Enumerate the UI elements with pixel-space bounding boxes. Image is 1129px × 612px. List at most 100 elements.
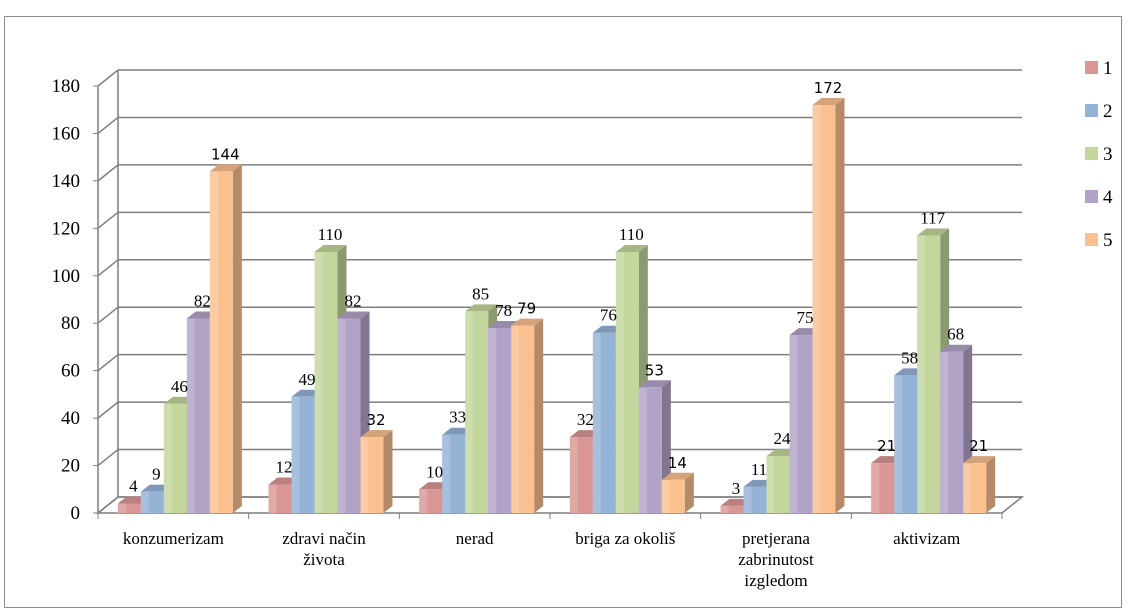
data-label: 46 — [171, 377, 188, 396]
bar-top — [661, 472, 694, 480]
x-category-label: nerad — [456, 529, 494, 548]
bar-top — [963, 456, 996, 464]
bar-front — [638, 387, 662, 513]
data-label: 21 — [969, 437, 988, 455]
bar-front — [488, 327, 512, 513]
bar-top — [360, 430, 393, 438]
bar-highlight — [209, 171, 218, 513]
bar-front — [360, 437, 384, 513]
legend: 1 2 3 4 5 — [1085, 58, 1113, 251]
data-label: 14 — [668, 454, 687, 472]
bar-front — [871, 463, 895, 513]
data-label: 172 — [814, 79, 843, 97]
data-label: 78 — [495, 301, 512, 320]
legend-swatch — [1085, 61, 1098, 74]
bar-side — [232, 164, 242, 513]
bar — [360, 430, 393, 513]
bar-side — [684, 472, 694, 513]
bar-front — [592, 332, 616, 513]
bar — [511, 318, 544, 513]
legend-label: 2 — [1103, 101, 1113, 122]
bar-highlight — [894, 375, 903, 513]
x-category-label: konzumerizam — [123, 529, 224, 548]
bar-front — [940, 351, 964, 513]
bar-top — [917, 228, 950, 236]
y-tick-label: 80 — [61, 313, 80, 334]
legend-label: 5 — [1103, 230, 1113, 251]
y-tick-label: 20 — [61, 456, 80, 477]
bars — [117, 97, 996, 514]
bar-front — [442, 434, 466, 513]
bar-front — [163, 403, 187, 513]
bar-highlight — [268, 484, 277, 513]
bar-highlight — [186, 318, 195, 513]
data-label: 3 — [732, 479, 741, 498]
gridline-side — [97, 211, 119, 229]
bar-highlight — [465, 311, 474, 513]
bar-highlight — [337, 318, 346, 513]
bar-highlight — [720, 505, 729, 513]
bar-top — [511, 318, 544, 326]
data-label: 32 — [577, 410, 594, 429]
bar-front — [917, 235, 941, 513]
x-category-label: pretjerana — [742, 529, 810, 548]
legend-swatch — [1085, 233, 1098, 246]
gridline-side — [97, 448, 119, 467]
bar-front — [209, 171, 233, 513]
gridline-side — [97, 306, 119, 324]
bar-side — [986, 456, 996, 513]
bar-front — [337, 318, 361, 513]
bar-highlight — [511, 325, 520, 513]
bar-highlight — [812, 104, 821, 513]
bar — [661, 472, 694, 513]
data-label: 110 — [619, 225, 644, 244]
gridline-side — [97, 259, 119, 277]
bar-front — [894, 375, 918, 513]
data-label: 79 — [517, 300, 536, 318]
x-category-label: izgledom — [744, 571, 807, 590]
bar-front — [963, 463, 987, 513]
bar-highlight — [766, 456, 775, 513]
x-category-label: života — [303, 550, 345, 569]
data-label: 4 — [129, 477, 138, 496]
data-label: 82 — [345, 291, 362, 310]
x-category-label: zdravi način — [282, 529, 366, 548]
bar-highlight — [743, 486, 752, 513]
y-tick-label: 160 — [52, 123, 81, 144]
bar-top — [812, 97, 845, 105]
data-label: 53 — [645, 361, 664, 379]
legend-label: 3 — [1103, 144, 1113, 165]
bar-top — [615, 245, 648, 253]
data-label: 144 — [211, 145, 240, 163]
data-label: 82 — [194, 291, 211, 310]
bar-side — [383, 430, 393, 513]
data-label: 110 — [318, 225, 343, 244]
gridline-side — [97, 164, 119, 182]
data-label: 33 — [449, 408, 466, 427]
data-labels: 49 46 82 144 12 49 110 82 32 10 33 85 78 79 32 76 110 53 1… — [129, 79, 988, 498]
bar-side — [534, 318, 544, 513]
bar — [209, 164, 242, 513]
bar-front — [569, 437, 593, 513]
y-tick-label: 60 — [61, 361, 80, 382]
bar-highlight — [963, 463, 972, 513]
bar-front — [743, 486, 767, 513]
axes: 0 20 40 60 80 100 120 140 160 180 konzumerizam zdra… — [52, 70, 1025, 590]
data-label: 75 — [797, 308, 814, 327]
y-tick-label: 120 — [52, 218, 81, 239]
bar-top — [940, 344, 973, 352]
bar-highlight — [314, 252, 323, 514]
bar-front — [661, 479, 685, 513]
gridline-side — [97, 354, 119, 372]
bar-highlight — [291, 396, 300, 513]
y-tick-label: 140 — [52, 171, 81, 192]
data-label: 117 — [920, 208, 945, 227]
bar-highlight — [360, 437, 369, 513]
bar-highlight — [940, 351, 949, 513]
bar-front — [117, 503, 141, 513]
data-label: 32 — [366, 411, 385, 429]
data-label: 58 — [901, 348, 918, 367]
bar-highlight — [419, 489, 428, 513]
bar-highlight — [871, 463, 880, 513]
data-label: 12 — [276, 458, 293, 477]
